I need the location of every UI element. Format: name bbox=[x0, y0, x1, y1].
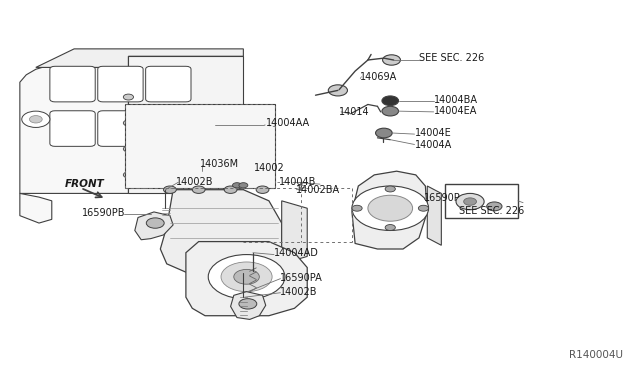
Text: 14002: 14002 bbox=[254, 163, 285, 173]
Circle shape bbox=[376, 128, 392, 138]
Text: 14004E: 14004E bbox=[415, 128, 451, 138]
Circle shape bbox=[256, 186, 269, 193]
Text: R140004U: R140004U bbox=[570, 350, 623, 360]
FancyBboxPatch shape bbox=[146, 66, 191, 102]
Circle shape bbox=[29, 116, 42, 123]
Circle shape bbox=[456, 193, 484, 210]
Circle shape bbox=[419, 205, 429, 211]
Circle shape bbox=[124, 94, 134, 100]
FancyBboxPatch shape bbox=[146, 111, 191, 146]
Text: 14036M: 14036M bbox=[200, 159, 239, 169]
Text: 14014: 14014 bbox=[339, 107, 370, 117]
Circle shape bbox=[164, 186, 176, 193]
Circle shape bbox=[352, 205, 362, 211]
Polygon shape bbox=[20, 193, 52, 223]
Circle shape bbox=[464, 198, 476, 205]
Text: SEE SEC. 226: SEE SEC. 226 bbox=[460, 206, 524, 216]
Circle shape bbox=[124, 146, 134, 152]
Circle shape bbox=[239, 183, 248, 188]
FancyBboxPatch shape bbox=[50, 66, 95, 102]
Text: SEE SEC. 226: SEE SEC. 226 bbox=[419, 53, 484, 63]
Text: 14002BA: 14002BA bbox=[296, 185, 340, 195]
Circle shape bbox=[239, 299, 257, 309]
Circle shape bbox=[486, 202, 502, 211]
Text: 14004A: 14004A bbox=[415, 140, 452, 150]
FancyBboxPatch shape bbox=[98, 66, 143, 102]
Text: 16590P: 16590P bbox=[424, 193, 461, 203]
Polygon shape bbox=[161, 190, 282, 275]
Circle shape bbox=[234, 269, 259, 284]
Text: 16590PB: 16590PB bbox=[83, 208, 126, 218]
Text: 16590PA: 16590PA bbox=[280, 273, 323, 283]
Circle shape bbox=[224, 186, 237, 193]
Circle shape bbox=[208, 254, 285, 299]
Text: 14002B: 14002B bbox=[280, 286, 318, 296]
Circle shape bbox=[382, 106, 399, 116]
Polygon shape bbox=[282, 201, 307, 264]
Circle shape bbox=[192, 186, 205, 193]
Polygon shape bbox=[352, 171, 428, 249]
Text: 14002B: 14002B bbox=[176, 177, 214, 186]
Circle shape bbox=[352, 186, 429, 231]
Circle shape bbox=[385, 225, 396, 231]
Text: 14069A: 14069A bbox=[360, 72, 397, 82]
Circle shape bbox=[124, 172, 134, 178]
FancyBboxPatch shape bbox=[50, 111, 95, 146]
Text: 14004B: 14004B bbox=[278, 177, 316, 187]
Polygon shape bbox=[186, 241, 307, 316]
Circle shape bbox=[385, 186, 396, 192]
FancyBboxPatch shape bbox=[445, 184, 518, 218]
Circle shape bbox=[328, 85, 348, 96]
Circle shape bbox=[22, 111, 50, 128]
Text: 14004EA: 14004EA bbox=[434, 106, 477, 116]
Circle shape bbox=[383, 55, 401, 65]
Polygon shape bbox=[135, 212, 173, 240]
Circle shape bbox=[124, 120, 134, 126]
Circle shape bbox=[221, 262, 272, 292]
Text: FRONT: FRONT bbox=[65, 179, 104, 189]
Polygon shape bbox=[428, 186, 442, 245]
Polygon shape bbox=[129, 56, 243, 193]
Text: 14004BA: 14004BA bbox=[434, 95, 477, 105]
FancyBboxPatch shape bbox=[98, 111, 143, 146]
Polygon shape bbox=[125, 105, 275, 188]
Circle shape bbox=[368, 195, 413, 221]
Circle shape bbox=[147, 218, 164, 228]
Polygon shape bbox=[36, 49, 243, 67]
Circle shape bbox=[232, 183, 241, 188]
Polygon shape bbox=[20, 67, 129, 193]
Polygon shape bbox=[230, 292, 266, 320]
Circle shape bbox=[382, 96, 399, 106]
Text: 14004AD: 14004AD bbox=[274, 248, 319, 259]
Text: 14004AA: 14004AA bbox=[266, 118, 310, 128]
